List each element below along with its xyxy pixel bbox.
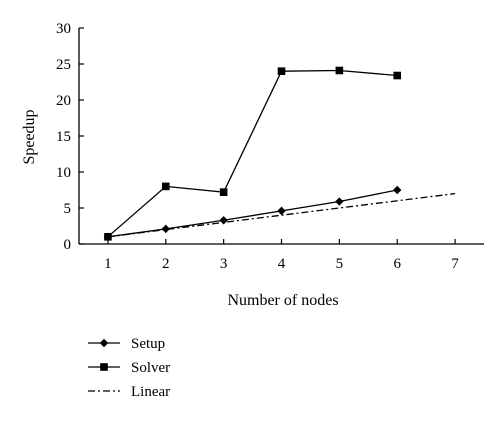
legend-setup-label: Setup — [131, 336, 165, 352]
y-tick-label: 20 — [56, 93, 71, 109]
x-tick-label: 4 — [278, 256, 286, 272]
y-tick-label: 10 — [56, 165, 71, 181]
solver-data-point — [219, 188, 228, 196]
x-tick-label: 1 — [104, 256, 112, 272]
ticks: 0 5 10 15 20 25 30 1 2 3 4 5 6 7 — [56, 21, 459, 272]
setup-series-line — [107, 189, 398, 238]
x-tick-label: 2 — [162, 256, 170, 272]
y-tick-label: 0 — [64, 237, 72, 253]
setup-data-point — [393, 185, 402, 195]
x-tick-label: 6 — [393, 256, 401, 272]
legend-linear-label: Linear — [131, 384, 170, 400]
setup-data-point — [335, 197, 344, 206]
legend-setup-marker — [99, 338, 109, 348]
linear-series-line — [107, 192, 456, 238]
x-axis-title: Number of nodes — [227, 292, 338, 309]
y-tick-label: 5 — [64, 201, 72, 217]
solver-data-point — [277, 67, 286, 75]
solver-data-point — [161, 182, 170, 191]
solver-series-line — [107, 69, 398, 238]
legend-solver-label: Solver — [131, 360, 170, 376]
x-tick-label: 3 — [220, 256, 228, 272]
x-tick-label: 5 — [336, 256, 344, 272]
setup-data-point — [219, 216, 228, 225]
y-axis-title: Speedup — [21, 109, 38, 164]
setup-data-point — [161, 224, 170, 234]
series-layer — [103, 66, 456, 241]
solver-data-point — [393, 71, 402, 80]
x-tick-label: 7 — [451, 256, 459, 272]
solver-data-point — [335, 66, 344, 75]
y-tick-label: 25 — [56, 57, 71, 73]
legend: Setup Solver Linear — [88, 336, 170, 400]
y-tick-label: 15 — [56, 129, 71, 145]
legend-solver-marker — [100, 363, 108, 371]
setup-data-point — [277, 206, 286, 216]
y-tick-label: 30 — [56, 21, 71, 37]
